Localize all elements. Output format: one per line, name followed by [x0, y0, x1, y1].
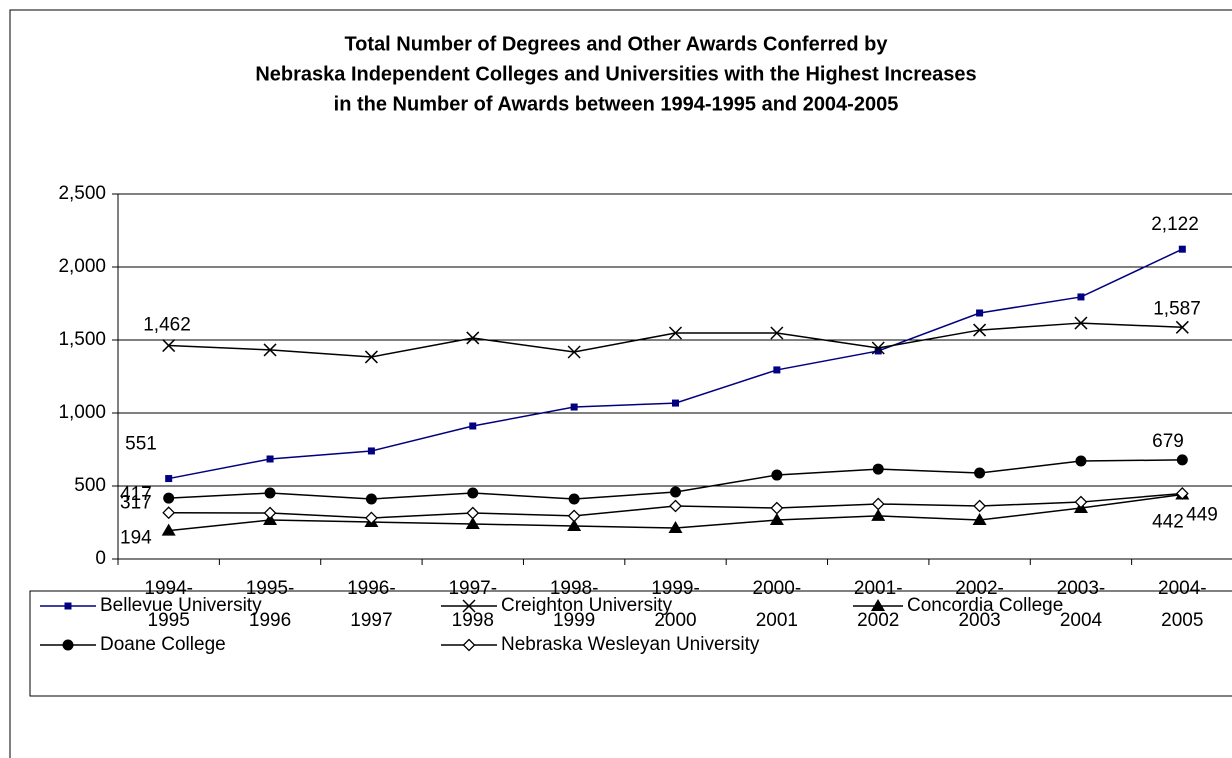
- marker: [264, 487, 276, 499]
- marker: [467, 487, 479, 499]
- marker: [871, 497, 885, 511]
- marker: [1074, 495, 1088, 509]
- marker: [1074, 316, 1088, 330]
- marker: [462, 599, 476, 613]
- series: [162, 487, 1189, 525]
- y-tick-label: 1,000: [58, 402, 106, 423]
- marker: [266, 455, 274, 463]
- y-tick-label: 2,500: [58, 183, 106, 204]
- x-tick-label: 1997-1998: [448, 578, 497, 631]
- marker: [672, 399, 679, 407]
- marker: [161, 523, 176, 536]
- marker: [773, 366, 781, 374]
- x-tick-label: 2001-2002: [854, 578, 903, 631]
- legend-label: Doane College: [100, 634, 226, 655]
- x-tick-label: 1996-1997: [347, 578, 396, 631]
- marker: [770, 326, 784, 340]
- marker: [770, 501, 784, 515]
- marker: [872, 463, 884, 475]
- marker: [367, 447, 375, 455]
- data-label: 194: [120, 528, 152, 549]
- marker: [973, 323, 987, 337]
- x-tick-label: 1995-1996: [246, 578, 295, 631]
- legend-label: Creighton University: [501, 595, 673, 616]
- series: [162, 316, 1189, 364]
- marker: [871, 341, 885, 355]
- data-label: 2,122: [1151, 214, 1199, 235]
- marker: [364, 350, 378, 364]
- marker: [466, 331, 480, 345]
- legend-label: Concordia College: [907, 595, 1063, 616]
- marker: [1178, 245, 1186, 253]
- legend-label: Nebraska Wesleyan University: [501, 634, 760, 655]
- marker: [163, 492, 175, 504]
- marker: [976, 309, 984, 317]
- marker: [263, 506, 277, 520]
- y-tick-label: 0: [95, 548, 106, 569]
- marker: [62, 639, 74, 651]
- series: [165, 245, 1186, 483]
- marker: [165, 475, 173, 483]
- marker: [570, 403, 578, 411]
- marker: [364, 511, 378, 525]
- marker: [465, 516, 480, 529]
- marker: [365, 493, 377, 505]
- marker: [769, 513, 784, 526]
- marker: [263, 343, 277, 357]
- chart-title: Nebraska Independent Colleges and Univer…: [255, 63, 976, 85]
- marker: [972, 513, 987, 526]
- x-tick-label: 2004-2005: [1158, 578, 1207, 631]
- chart-title: in the Number of Awards between 1994-199…: [334, 93, 899, 115]
- marker: [1175, 487, 1189, 500]
- marker: [669, 499, 682, 513]
- y-tick-label: 1,500: [58, 329, 106, 350]
- series: [163, 454, 1188, 505]
- marker: [771, 469, 783, 481]
- marker: [871, 508, 886, 521]
- data-label: 317: [120, 493, 152, 514]
- x-tick-label: 1998-1999: [550, 578, 599, 631]
- marker: [974, 467, 986, 479]
- marker: [567, 509, 581, 523]
- legend-box: [29, 590, 1232, 697]
- x-tick-label: 2003-2004: [1057, 578, 1106, 631]
- x-tick-label: 1994-1995: [144, 578, 193, 631]
- data-label: 442: [1152, 511, 1184, 532]
- marker: [568, 493, 580, 505]
- y-tick-label: 2,000: [58, 256, 106, 277]
- marker: [162, 339, 176, 353]
- series-line: [168, 248, 1183, 480]
- marker: [670, 486, 681, 498]
- y-tick-label: 500: [74, 475, 106, 496]
- data-label: 551: [125, 434, 157, 455]
- data-label: 1,462: [143, 315, 191, 336]
- marker: [668, 326, 683, 340]
- marker: [1077, 293, 1085, 301]
- data-label: 679: [1152, 431, 1184, 452]
- marker: [466, 506, 480, 520]
- marker: [1075, 455, 1087, 467]
- marker: [1175, 320, 1189, 334]
- marker: [871, 599, 885, 611]
- marker: [469, 422, 477, 430]
- marker: [567, 519, 582, 532]
- x-tick-label: 2002-2003: [955, 578, 1004, 631]
- chart-title: Total Number of Degrees and Other Awards…: [344, 33, 888, 55]
- marker: [162, 506, 176, 520]
- marker: [462, 638, 476, 652]
- x-tick-label: 1999-2000: [651, 578, 700, 631]
- marker: [1176, 454, 1188, 466]
- marker: [973, 499, 987, 513]
- data-label: 1,587: [1153, 298, 1201, 319]
- data-label: 417: [120, 484, 152, 505]
- data-label: 449: [1186, 504, 1218, 525]
- marker: [567, 345, 581, 359]
- marker: [64, 602, 72, 610]
- legend-label: Bellevue University: [100, 595, 262, 616]
- marker: [874, 347, 882, 355]
- chart-frame: [9, 9, 1232, 758]
- x-tick-label: 2000-2001: [753, 578, 802, 631]
- marker: [668, 521, 683, 534]
